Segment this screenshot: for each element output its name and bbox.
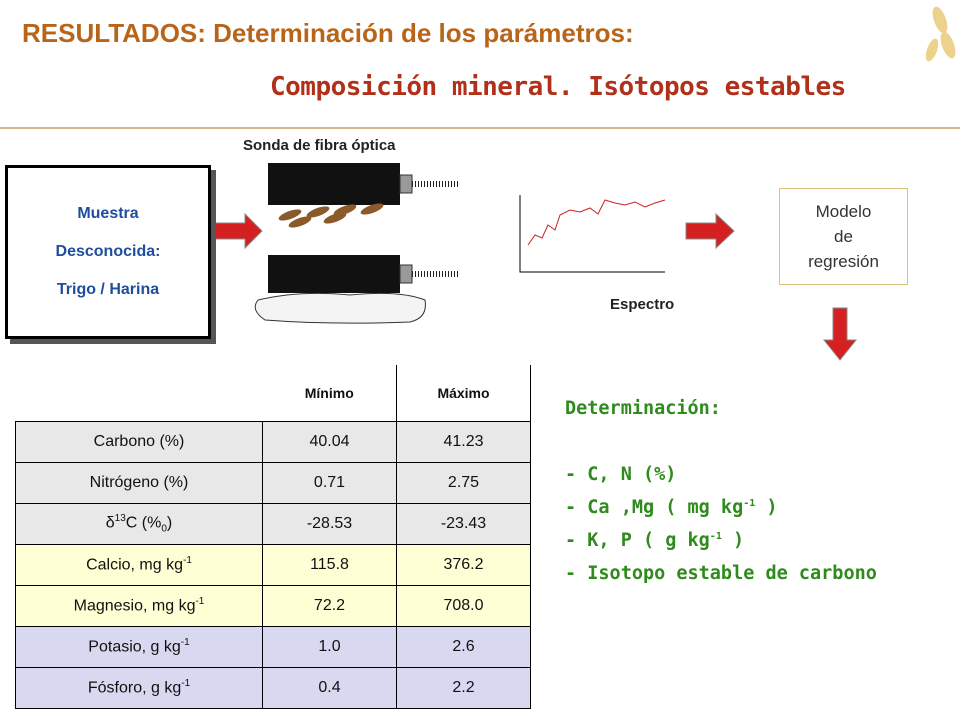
- text-part: Fósforo, g kg: [87, 679, 182, 697]
- header-cell: Mínimo: [262, 365, 397, 422]
- header-row: Mínimo Máximo: [16, 365, 531, 422]
- title: RESULTADOS: Determinación de los parámet…: [22, 18, 634, 48]
- sample-line: Muestra: [77, 205, 139, 222]
- row-label: Potasio, g kg-1: [15, 626, 263, 668]
- item: - C, N (%): [565, 464, 877, 497]
- text-part: -1: [195, 596, 205, 608]
- arrow: [214, 212, 263, 250]
- item: - Isotopo estable de carbono: [565, 563, 877, 596]
- cell: 1.0: [262, 626, 397, 668]
- text-part: δ: [105, 514, 115, 532]
- row-label: δ13C (%0): [15, 503, 263, 545]
- heading: Determinación:: [565, 398, 721, 419]
- table-row: Calcio, mg kg-1 115.8 376.2: [15, 544, 531, 586]
- table-row: Carbono (%) 40.04 41.23: [15, 421, 531, 463]
- results-table: Mínimo Máximo Carbono (%) 40.04 41.23 Nitróge…: [15, 365, 531, 709]
- text-part: - Ca ,Mg ( mg kg: [565, 497, 744, 518]
- text-part: Carbono (%): [93, 433, 185, 450]
- spectrum-label: Espectro: [610, 296, 675, 313]
- cell: 40.04: [262, 421, 397, 463]
- text-part: -1: [181, 678, 191, 690]
- sample-line: Trigo / Harina: [56, 281, 160, 298]
- text-part: 0: [161, 523, 167, 535]
- text-part: - C, N (%): [565, 464, 677, 485]
- row-label: Nitrógeno (%): [15, 462, 263, 504]
- table-row: Nitrógeno (%) 0.71 2.75: [15, 462, 531, 504]
- text-part: Calcio, mg kg: [86, 556, 183, 574]
- text-part: - K, P ( g kg: [565, 530, 710, 551]
- item: - K, P ( g kg-1 ): [565, 530, 877, 563]
- probe: [254, 255, 460, 324]
- row-label: Calcio, mg kg-1: [15, 544, 263, 586]
- probe: [268, 163, 460, 228]
- cell: 2.6: [396, 626, 531, 668]
- table-row: Fósforo, g kg-1 0.4 2.2: [15, 667, 531, 709]
- model-line: Modelo: [815, 202, 872, 221]
- cell: 708.0: [396, 585, 531, 627]
- cell: -28.53: [262, 503, 397, 545]
- determination: Determinación: - C, N (%) - Ca ,Mg ( mg kg…: [565, 398, 877, 596]
- table-row: δ13C (%0) -28.53 -23.43: [15, 503, 531, 545]
- text-part: - Isotopo estable de carbono: [565, 563, 877, 584]
- cell: 2.75: [396, 462, 531, 504]
- text-part: Magnesio, mg kg: [73, 597, 196, 615]
- spectrum-plot: [519, 195, 666, 273]
- text-part: C (%: [125, 514, 162, 532]
- row-label: Magnesio, mg kg-1: [15, 585, 263, 627]
- model-line: de: [834, 227, 853, 246]
- arrow: [822, 307, 858, 361]
- subtitle: Composición mineral. Isótopos estables: [270, 72, 846, 102]
- text-part: -1: [180, 637, 190, 649]
- item: - Ca ,Mg ( mg kg-1 ): [565, 497, 877, 530]
- text-part: 13: [114, 513, 126, 525]
- table-row: Potasio, g kg-1 1.0 2.6: [15, 626, 531, 668]
- cell: 72.2: [262, 585, 397, 627]
- cell: -23.43: [396, 503, 531, 545]
- wheat-icon: [925, 6, 956, 62]
- text-part: ): [166, 514, 173, 532]
- row-label: Fósforo, g kg-1: [15, 667, 263, 709]
- cell: 2.2: [396, 667, 531, 709]
- table-row: Magnesio, mg kg-1 72.2 708.0: [15, 585, 531, 627]
- model-line: regresión: [808, 252, 879, 271]
- row-label: Carbono (%): [15, 421, 263, 463]
- probe-label: Sonda de fibra óptica: [243, 137, 396, 154]
- text-part: -1: [183, 555, 192, 567]
- arrow: [685, 212, 735, 250]
- cell: 0.71: [262, 462, 397, 504]
- cell: 115.8: [262, 544, 397, 586]
- sample-line: Desconocida:: [55, 243, 161, 260]
- text-part: Nitrógeno (%): [89, 474, 189, 491]
- cell: 41.23: [396, 421, 531, 463]
- sample-box: Muestra Desconocida: Trigo / Harina: [5, 165, 211, 339]
- cell: 376.2: [396, 544, 531, 586]
- cell: 0.4: [262, 667, 397, 709]
- text-part: ): [755, 497, 778, 518]
- text-part: -1: [709, 530, 722, 542]
- text-part: ): [721, 530, 745, 551]
- text-part: -1: [743, 497, 756, 509]
- text-part: Potasio, g kg: [88, 638, 181, 656]
- model-box: Modelo de regresión: [779, 188, 908, 285]
- header-cell: [16, 365, 263, 422]
- header-cell: Máximo: [396, 365, 531, 422]
